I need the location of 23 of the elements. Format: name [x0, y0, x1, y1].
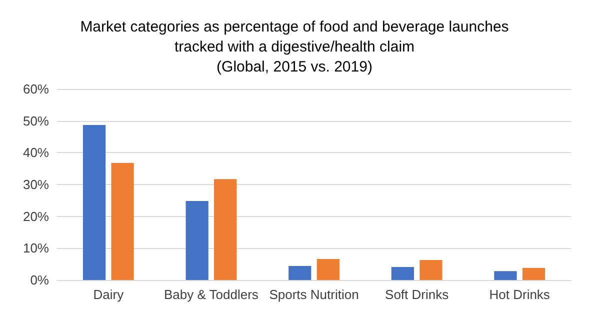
y-tick-label: 0%	[30, 272, 50, 288]
x-tick-label: Baby & Toddlers	[164, 287, 259, 302]
chart-title: Market categories as percentage of food and beverage launches tracked with a digestive/health claim (Global, 2015 vs. 2019)	[80, 18, 509, 76]
bar	[391, 266, 414, 280]
y-tick-label: 20%	[22, 208, 50, 224]
y-tick-label: 40%	[22, 145, 50, 160]
bar	[82, 124, 106, 280]
x-tick-label: Sports Nutrition	[269, 287, 359, 302]
x-tick-label: Soft Drinks	[385, 287, 450, 302]
bar	[288, 266, 312, 280]
x-tick-label: Dairy	[93, 287, 124, 302]
bar	[316, 258, 340, 280]
y-tick-label: 30%	[22, 177, 50, 192]
x-tick-label: Hot Drinks	[489, 287, 550, 302]
bar	[494, 271, 517, 280]
y-tick-label: 50%	[22, 113, 50, 128]
bar	[111, 162, 134, 280]
bar	[186, 201, 208, 280]
y-tick-label: 60%	[22, 82, 50, 96]
bar	[522, 268, 546, 280]
bar	[214, 179, 237, 280]
bar	[420, 260, 442, 280]
y-tick-label: 10%	[22, 240, 50, 256]
